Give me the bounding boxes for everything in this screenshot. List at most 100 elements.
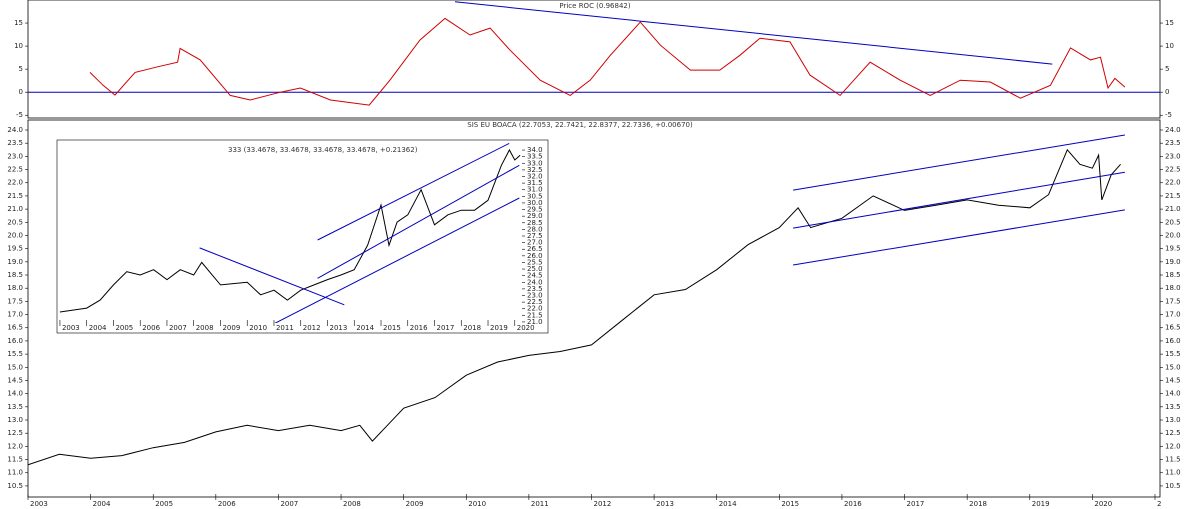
y-tick-label: 25.5 — [527, 258, 543, 266]
x-tick-label: 2017 — [907, 500, 925, 508]
y-tick-label: 22.0 — [527, 305, 543, 313]
y-tick-label: -5 — [1165, 111, 1172, 119]
y-tick-label: 21.5 — [527, 311, 543, 319]
y-tick-label: 13.0 — [1165, 416, 1181, 424]
x-tick-label: 2011 — [276, 324, 294, 332]
panel-title: SIS EU BOACA (22.7053, 22.7421, 22.8377,… — [467, 121, 693, 129]
y-tick-label: 17.5 — [1165, 297, 1181, 305]
y-tick-label: 0 — [19, 88, 23, 96]
x-tick-label: 2004 — [93, 500, 111, 508]
series-line — [274, 197, 520, 323]
x-tick-label: 2003 — [30, 500, 48, 508]
y-tick-label: 23.0 — [1165, 152, 1181, 160]
series-line — [793, 134, 1125, 191]
x-tick-label: 2016 — [410, 324, 428, 332]
y-tick-label: 12.0 — [1165, 442, 1181, 450]
series-line — [199, 247, 345, 306]
series-line — [454, 1, 1053, 65]
x-tick-label: 2017 — [437, 324, 455, 332]
x-tick-label: 2005 — [155, 500, 173, 508]
x-tick-label: 2019 — [490, 324, 508, 332]
y-tick-label: 24.0 — [527, 278, 543, 286]
x-tick-label: 2018 — [463, 324, 481, 332]
y-tick-label: 12.5 — [7, 429, 23, 437]
y-tick-label: 13.5 — [1165, 403, 1181, 411]
series-line — [793, 171, 1125, 229]
x-tick-label: 2016 — [844, 500, 862, 508]
y-tick-label: 13.0 — [7, 416, 23, 424]
y-tick-label: 22.0 — [7, 179, 23, 187]
x-tick-label: 2006 — [142, 324, 160, 332]
y-tick-label: 11.0 — [7, 469, 23, 477]
panel-title: 333 (33.4678, 33.4678, 33.4678, 33.4678,… — [228, 146, 418, 154]
x-tick-label: 2020 — [517, 324, 535, 332]
y-tick-label: 18.0 — [1165, 284, 1181, 292]
y-tick-label: 10 — [1165, 42, 1174, 50]
y-tick-label: 11.5 — [7, 456, 23, 464]
y-tick-label: 24.5 — [527, 272, 543, 280]
series-line — [59, 148, 521, 313]
y-tick-label: 21.0 — [527, 318, 543, 326]
y-tick-label: 11.5 — [1165, 456, 1181, 464]
panel-frame — [27, 119, 1161, 498]
y-tick-label: 22.5 — [7, 166, 23, 174]
y-tick-label: 18.5 — [7, 271, 23, 279]
y-tick-label: 22.5 — [527, 298, 543, 306]
y-tick-label: 21.5 — [1165, 192, 1181, 200]
y-tick-label: 23.0 — [527, 291, 543, 299]
y-tick-label: 20.0 — [1165, 231, 1181, 239]
y-tick-label: 28.5 — [527, 219, 543, 227]
y-tick-label: 24.0 — [1165, 126, 1181, 134]
x-tick-label: 2014 — [356, 324, 374, 332]
series-line — [89, 17, 1126, 106]
x-tick-label: 2010 — [468, 500, 486, 508]
y-tick-label: 0 — [1165, 88, 1169, 96]
x-tick-label: 2018 — [969, 500, 987, 508]
y-tick-label: 29.5 — [527, 206, 543, 214]
x-tick-label: 2 — [1157, 500, 1161, 508]
y-tick-label: 23.5 — [1165, 139, 1181, 147]
y-tick-label: 5 — [19, 65, 23, 73]
y-tick-label: 30.5 — [527, 192, 543, 200]
y-tick-label: 17.0 — [1165, 311, 1181, 319]
y-tick-label: 15 — [1165, 19, 1174, 27]
y-tick-label: 22.0 — [1165, 179, 1181, 187]
x-tick-label: 2007 — [280, 500, 298, 508]
x-tick-label: 2013 — [329, 324, 347, 332]
series-line — [793, 209, 1125, 266]
y-tick-label: 25.0 — [527, 265, 543, 273]
y-tick-label: 27.0 — [527, 239, 543, 247]
x-tick-label: 2014 — [719, 500, 737, 508]
y-tick-label: 23.5 — [7, 139, 23, 147]
x-tick-label: 2019 — [1032, 500, 1050, 508]
inset-panel — [56, 139, 549, 334]
x-tick-label: 2015 — [383, 324, 401, 332]
panel-title: Price ROC (0.96842) — [559, 2, 630, 10]
y-tick-label: 19.0 — [7, 258, 23, 266]
y-tick-label: 24.0 — [7, 126, 23, 134]
y-tick-label: 32.5 — [527, 166, 543, 174]
y-tick-label: 16.5 — [1165, 324, 1181, 332]
y-tick-label: 14.5 — [7, 376, 23, 384]
y-tick-label: 15.5 — [1165, 350, 1181, 358]
y-tick-label: 31.0 — [527, 186, 543, 194]
x-tick-label: 2007 — [169, 324, 187, 332]
x-tick-label: 2008 — [343, 500, 361, 508]
y-tick-label: 15 — [14, 19, 23, 27]
y-tick-label: 10.5 — [1165, 482, 1181, 490]
y-tick-label: 19.0 — [1165, 258, 1181, 266]
y-tick-label: 26.5 — [527, 245, 543, 253]
y-tick-label: 17.0 — [7, 311, 23, 319]
y-tick-label: 14.5 — [1165, 376, 1181, 384]
y-tick-label: 28.0 — [527, 225, 543, 233]
series-line — [317, 142, 510, 241]
y-tick-label: 20.5 — [7, 218, 23, 226]
x-tick-label: 2012 — [593, 500, 611, 508]
y-tick-label: 20.5 — [1165, 218, 1181, 226]
x-tick-label: 2009 — [406, 500, 424, 508]
series-line — [317, 164, 520, 279]
x-tick-label: 2008 — [196, 324, 214, 332]
y-tick-label: 33.5 — [527, 153, 543, 161]
y-tick-label: 16.0 — [7, 337, 23, 345]
x-tick-label: 2015 — [781, 500, 799, 508]
